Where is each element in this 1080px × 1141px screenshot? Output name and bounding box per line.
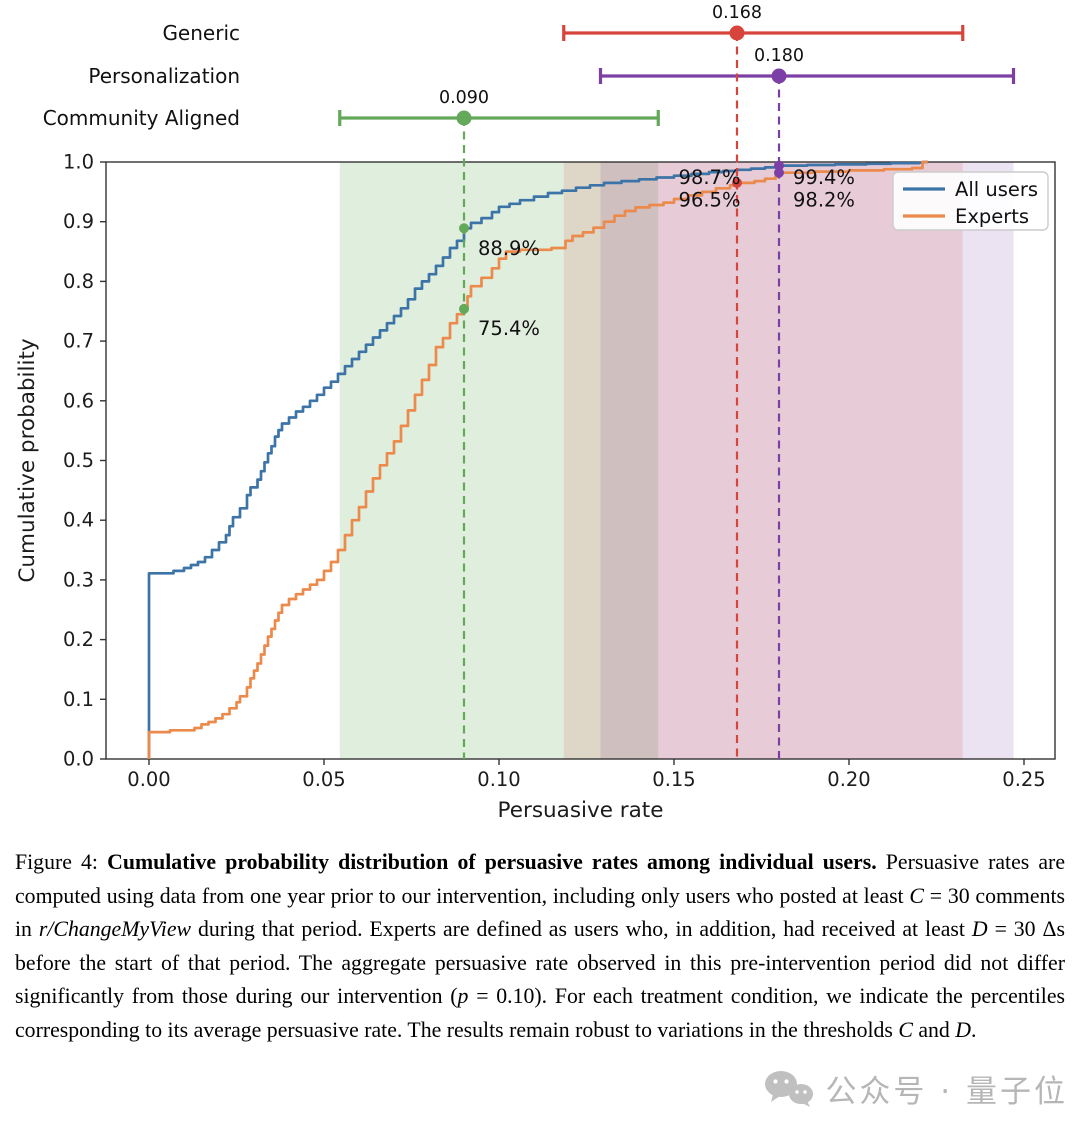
percentile-annotation: 88.9%: [478, 237, 540, 260]
caption-segment: and: [912, 1017, 956, 1042]
x-tick-label: 0.00: [127, 768, 170, 791]
x-axis-label: Persuasive rate: [498, 798, 664, 823]
ci-region-personalization: [600, 162, 1014, 759]
y-tick-label: 0.6: [63, 389, 94, 412]
treatment-label: Personalization: [88, 64, 240, 88]
y-tick-label: 0.5: [63, 449, 94, 472]
curve-crossing-dot: [459, 303, 469, 314]
x-tick-label: 0.05: [302, 768, 345, 791]
y-tick-label: 0.1: [63, 688, 94, 711]
watermark-text: 公众号 · 量子位: [825, 1074, 1068, 1110]
errorbar-center-dot: [456, 110, 472, 126]
caption-segment: D: [971, 917, 988, 942]
errorbar-center-dot: [771, 68, 787, 84]
y-tick-label: 1.0: [63, 151, 94, 174]
y-axis-label: Cumulative probability: [15, 338, 40, 583]
y-tick-label: 0.3: [63, 568, 94, 591]
caption-segment: p: [457, 984, 469, 1009]
y-tick-label: 0.8: [63, 270, 94, 293]
errorbar-center-dot: [729, 25, 745, 41]
curve-experts: [147, 160, 928, 759]
percentile-annotation: 96.5%: [679, 189, 741, 212]
x-tick-label: 0.15: [652, 768, 695, 791]
percentile-annotation: 98.2%: [793, 189, 855, 212]
caption-segment: Persuasive rates are computed using data…: [15, 850, 1065, 908]
y-tick-label: 0.2: [63, 628, 94, 651]
treatment-value-label: 0.180: [754, 46, 804, 66]
curve-crossing-dot: [459, 223, 469, 234]
y-tick-label: 0.0: [63, 748, 94, 771]
y-tick-label: 0.4: [63, 509, 94, 532]
caption-segment: = 0.10). For each treatment condition, w…: [15, 984, 1065, 1042]
figure-caption: Figure 4: Cumulative probability distrib…: [15, 846, 1065, 1048]
percentile-annotation: 75.4%: [478, 317, 540, 340]
caption-segment: Figure 4:: [15, 850, 108, 874]
ci-region-generic: [563, 162, 963, 759]
cdf-chart: 0.00 0.05 0.10 0.15 0.20 0.25 0.0 0.1 0.2 0.3 0.4 0…: [15, 3, 1056, 823]
caption-segment: during that period. Experts are defined …: [191, 917, 972, 942]
percentile-annotation: 99.4%: [793, 166, 855, 189]
curve-crossing-dot: [774, 160, 784, 171]
caption-segment: = 30 comments in: [15, 883, 1066, 942]
caption-segment: C: [909, 883, 924, 908]
wechat-watermark: 公众号 · 量子位: [763, 1066, 1068, 1111]
curve-crossing-dot: [774, 167, 784, 178]
caption-segment: .: [971, 1017, 977, 1042]
treatment-value-label: 0.090: [439, 88, 489, 108]
caption-segment: D: [955, 1017, 972, 1042]
wechat-icon: [765, 1070, 814, 1107]
percentile-annotation: 98.7%: [679, 166, 741, 189]
x-tick-label: 0.20: [827, 768, 870, 791]
curve-crossing-dot: [732, 177, 742, 188]
caption-segment: = 30 Δs before the start of that period.…: [15, 917, 1066, 1009]
treatment-value-label: 0.168: [712, 3, 762, 23]
y-tick-label: 0.9: [63, 210, 94, 233]
legend-label: All users: [955, 178, 1038, 201]
x-tick-label: 0.25: [1002, 768, 1045, 791]
caption-segment: r/ChangeMyView: [38, 917, 192, 942]
treatment-label: Community Aligned: [43, 106, 240, 130]
caption-segment: Cumulative probability distribution of p…: [107, 850, 877, 874]
curve-all-users: [147, 160, 928, 759]
legend-label: Experts: [955, 205, 1029, 228]
y-tick-label: 0.7: [63, 330, 94, 353]
treatment-label: Generic: [162, 21, 240, 45]
caption-segment: C: [898, 1017, 913, 1042]
x-tick-label: 0.10: [477, 768, 520, 791]
